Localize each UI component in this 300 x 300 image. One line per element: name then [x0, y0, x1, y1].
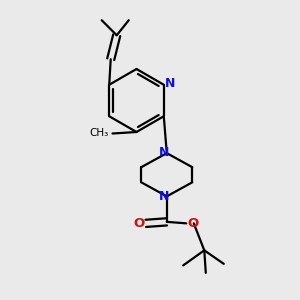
Text: O: O	[133, 217, 144, 230]
Text: N: N	[159, 146, 169, 159]
Text: CH₃: CH₃	[90, 128, 109, 139]
Text: N: N	[165, 77, 176, 90]
Text: O: O	[187, 217, 199, 230]
Text: N: N	[159, 190, 169, 203]
